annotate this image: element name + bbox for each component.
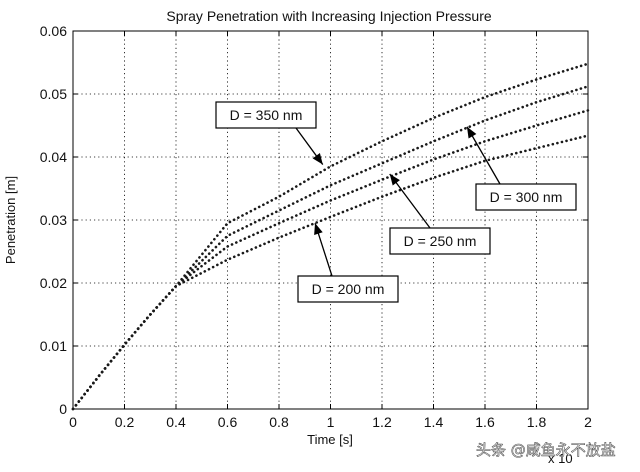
annotation-arrowhead [466, 126, 477, 139]
series-annotation-label: D = 200 nm [312, 281, 385, 297]
x-tick-label: 1.6 [475, 414, 495, 430]
y-tick-label: 0.05 [40, 86, 67, 102]
annotation-box [297, 275, 399, 303]
series-annotation-label: D = 300 nm [490, 189, 563, 205]
x-tick-label: 1.8 [527, 414, 547, 430]
axis-ticks: 0 0.2 0.4 0.6 0.8 1 1.2 1.4 1.6 1.8 2 0 0.01 0.02 0.03… [40, 23, 592, 430]
annotation-arrowhead [389, 174, 400, 186]
x-axis-label: Time [s] [307, 432, 353, 447]
series-annotation-label: D = 250 nm [404, 233, 477, 249]
annotation-layer: D = 350 nm D = 300 nm D = 250 nm D = 200 nm [215, 101, 577, 303]
x-tick-label: 1.2 [372, 414, 392, 430]
x-tick-label: 2 [584, 414, 592, 430]
annotation-arrowhead [312, 153, 323, 165]
chart-title: Spray Penetration with Increasing Inject… [166, 8, 491, 24]
series-line [71, 134, 590, 411]
y-axis-label: Penetration [m] [3, 176, 18, 264]
series-annotation-label: D = 350 nm [230, 107, 303, 123]
annotation-arrowhead [314, 223, 323, 235]
y-tick-label: 0.03 [40, 212, 67, 228]
y-tick-label: 0.06 [40, 23, 67, 39]
annotation-box [475, 183, 577, 211]
x-tick-label: 1.4 [424, 414, 444, 430]
x-tick-label: 0.2 [115, 414, 135, 430]
watermark-text: 头条 @咸鱼永不放盐 [476, 441, 616, 459]
annotation-arrow-line [389, 173, 431, 229]
annotation-arrow-line [466, 126, 501, 185]
x-tick-label: 0.4 [166, 414, 186, 430]
y-tick-label: 0 [59, 401, 67, 417]
x-tick-label: 0 [69, 414, 77, 430]
x-tick-label: 1 [327, 414, 335, 430]
annotation-box [389, 227, 491, 255]
x-tick-label: 0.6 [218, 414, 238, 430]
annotation-box [215, 101, 317, 129]
x-axis-exponent: x 10 [548, 451, 573, 466]
x-tick-label: 0.8 [269, 414, 289, 430]
y-tick-label: 0.01 [40, 338, 67, 354]
y-tick-label: 0.02 [40, 275, 67, 291]
y-tick-label: 0.04 [40, 149, 67, 165]
